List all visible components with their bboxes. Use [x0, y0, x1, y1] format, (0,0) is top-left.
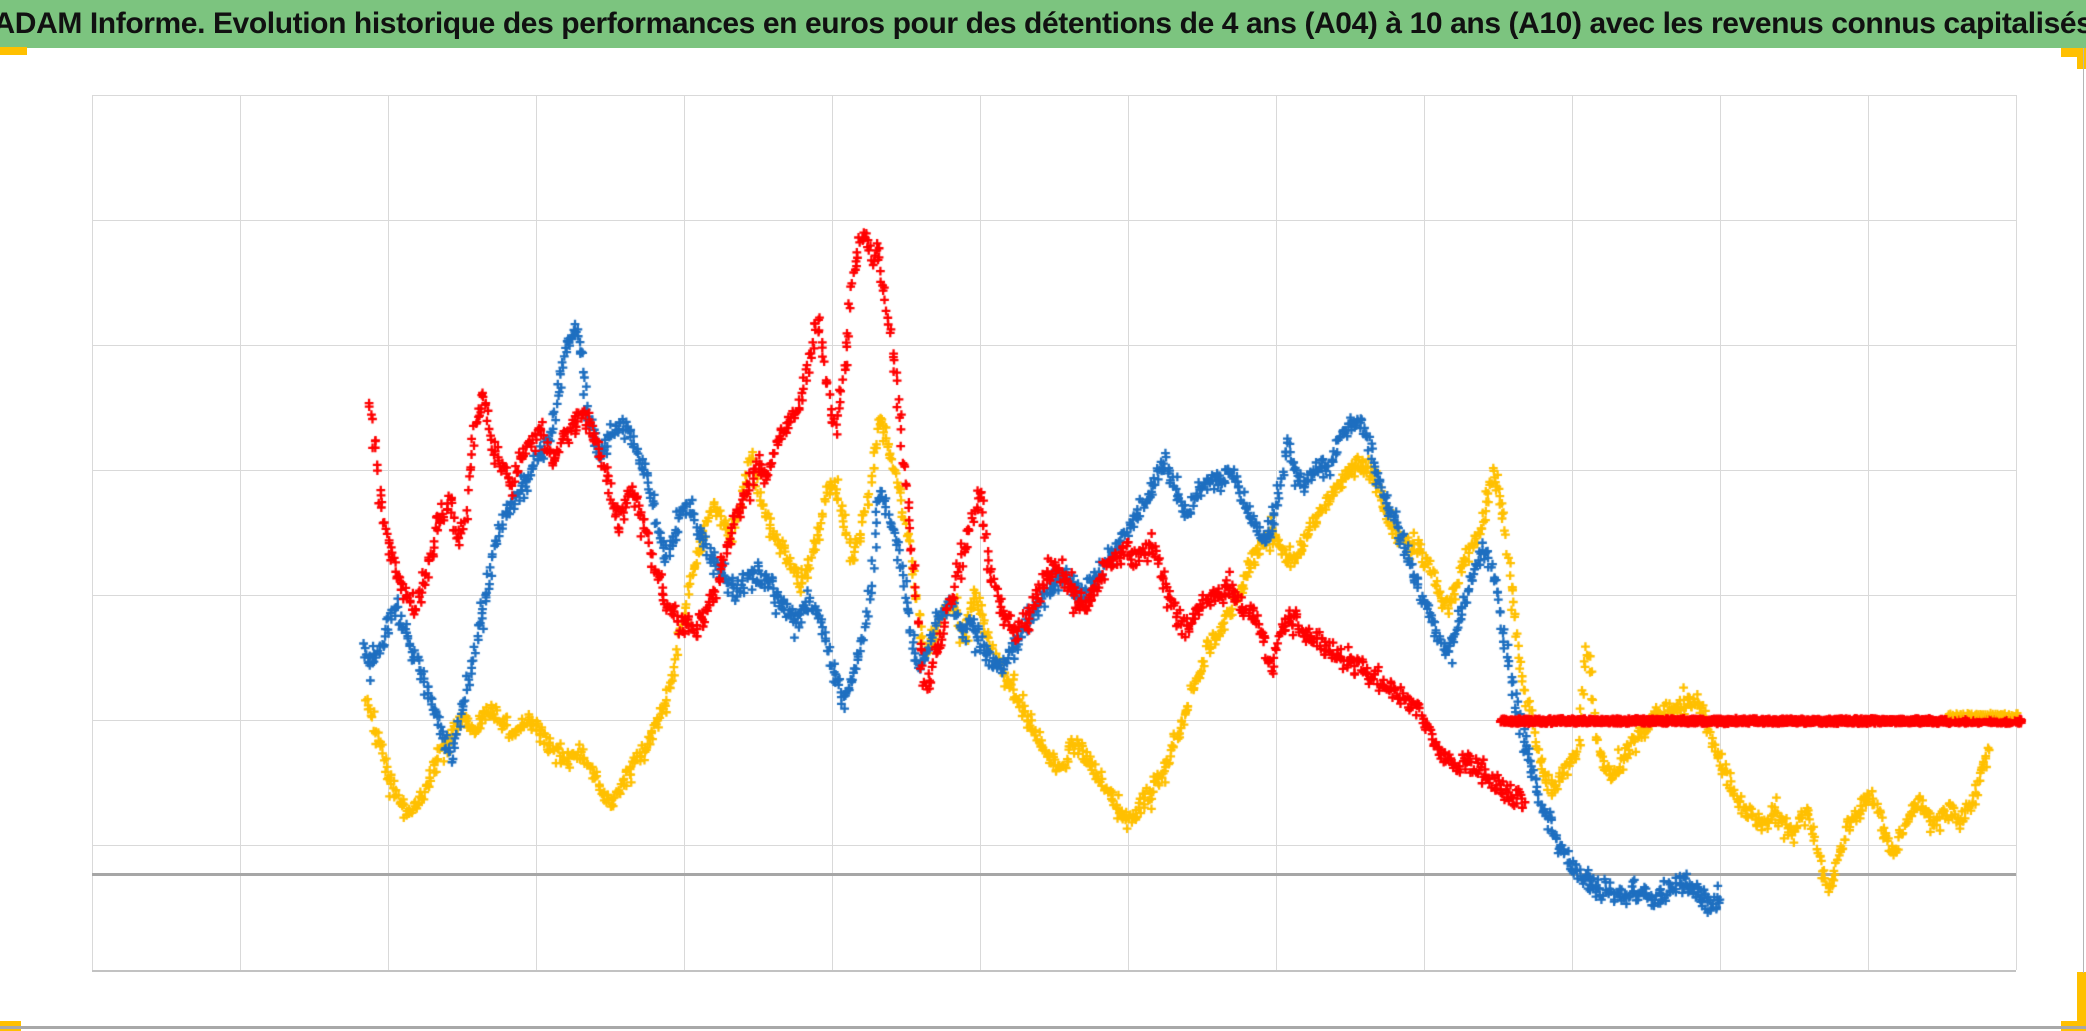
chart-canvas — [0, 0, 2086, 1031]
chart-object[interactable] — [0, 0, 2086, 1031]
slide: ADAM Informe. Evolution historique des p… — [0, 0, 2086, 1031]
